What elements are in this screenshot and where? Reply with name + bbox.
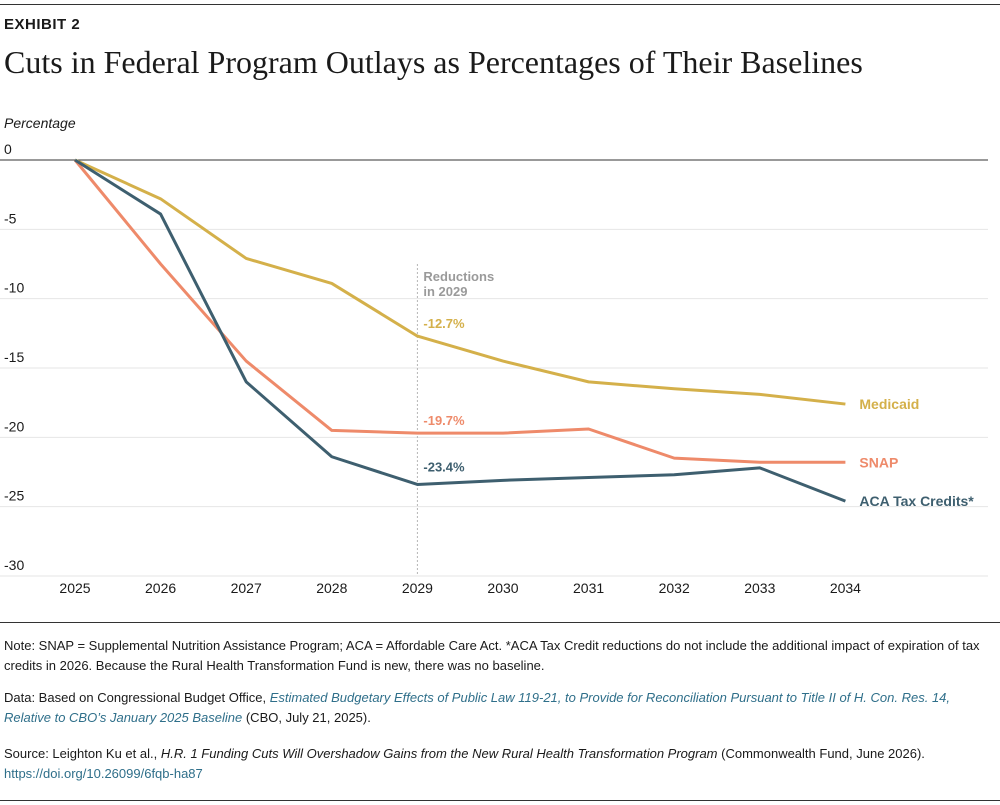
- y-tick-label: -10: [4, 280, 24, 296]
- y-tick-label: -25: [4, 488, 24, 504]
- notes-divider: [0, 622, 1000, 623]
- data-label: -19.7%: [423, 413, 465, 428]
- x-tick-label: 2034: [830, 580, 861, 596]
- series-line-medicaid: [74, 158, 846, 406]
- series-label: Medicaid: [859, 396, 919, 412]
- y-tick-label: 0: [4, 141, 12, 157]
- data-link[interactable]: Estimated Budgetary Effects of Public La…: [4, 690, 951, 725]
- top-rule: [0, 4, 1000, 5]
- series-line-snap: [73, 159, 846, 464]
- x-tick-label: 2027: [231, 580, 262, 596]
- line-chart: Percentage 0 -5 -10 -15 -20 -25 -30 2025 2026 2027…: [0, 115, 988, 596]
- source-prefix: Source: Leighton Ku et al.,: [4, 746, 161, 761]
- data-suffix: (CBO, July 21, 2025).: [242, 710, 371, 725]
- y-tick-label: -20: [4, 418, 24, 434]
- x-tick-label: 2033: [744, 580, 775, 596]
- y-axis-label: Percentage: [4, 115, 76, 131]
- y-tick-label: -5: [4, 210, 17, 226]
- x-tick-label: 2025: [59, 580, 90, 596]
- data-prefix: Data: Based on Congressional Budget Offi…: [4, 690, 270, 705]
- note-text: Note: SNAP = Supplemental Nutrition Assi…: [4, 638, 980, 673]
- data-label: -23.4%: [423, 459, 465, 474]
- source-credit: Source: Leighton Ku et al., H.R. 1 Fundi…: [4, 744, 994, 784]
- series-line-aca-tax-credits: [74, 158, 846, 503]
- annotation-text: Reductions: [423, 269, 494, 284]
- series-label: ACA Tax Credits*: [859, 493, 974, 509]
- exhibit-label: EXHIBIT 2: [4, 16, 81, 33]
- data-credit: Data: Based on Congressional Budget Offi…: [4, 688, 994, 728]
- source-suffix: (Commonwealth Fund, June 2026).: [717, 746, 925, 761]
- data-label: -12.7%: [423, 316, 465, 331]
- y-tick-label: -30: [4, 557, 24, 573]
- y-tick-label: -15: [4, 349, 24, 365]
- x-tick-label: 2026: [145, 580, 176, 596]
- x-tick-label: 2030: [487, 580, 518, 596]
- bottom-rule: [0, 800, 1000, 801]
- x-tick-label: 2029: [402, 580, 433, 596]
- source-title: H.R. 1 Funding Cuts Will Overshadow Gain…: [160, 746, 718, 761]
- source-link[interactable]: https://doi.org/10.26099/6fqb-ha87: [4, 766, 203, 781]
- x-tick-label: 2032: [659, 580, 690, 596]
- x-tick-label: 2028: [316, 580, 347, 596]
- series-label: SNAP: [859, 454, 898, 470]
- x-tick-label: 2031: [573, 580, 604, 596]
- chart-title: Cuts in Federal Program Outlays as Perce…: [4, 44, 863, 80]
- annotation-text: in 2029: [423, 284, 467, 299]
